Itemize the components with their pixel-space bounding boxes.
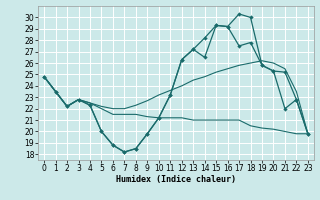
X-axis label: Humidex (Indice chaleur): Humidex (Indice chaleur) (116, 175, 236, 184)
